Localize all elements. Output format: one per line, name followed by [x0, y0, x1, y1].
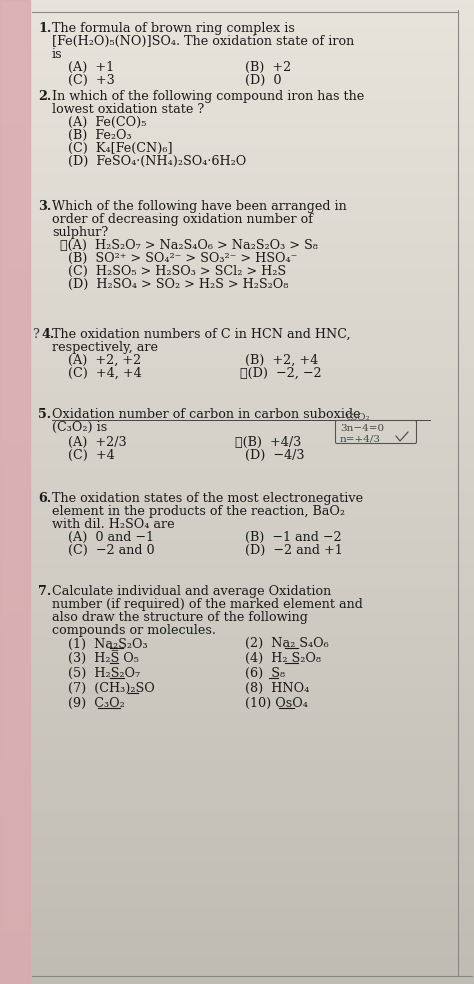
Text: (C)  +3: (C) +3	[68, 74, 115, 87]
Text: 4.: 4.	[42, 328, 55, 341]
Text: ✓(B)  +4/3: ✓(B) +4/3	[235, 436, 301, 449]
Text: 5.: 5.	[38, 408, 51, 421]
Text: 3n−4=0: 3n−4=0	[340, 424, 384, 433]
Text: C₃O₂: C₃O₂	[345, 413, 370, 422]
Text: number (if required) of the marked element and: number (if required) of the marked eleme…	[52, 598, 363, 611]
Text: (C₃O₂) is: (C₃O₂) is	[52, 421, 107, 434]
Text: (B)  −1 and −2: (B) −1 and −2	[245, 531, 342, 544]
Text: (A)  +2, +2: (A) +2, +2	[68, 354, 141, 367]
Text: (D)  0: (D) 0	[245, 74, 282, 87]
Text: Which of the following have been arranged in: Which of the following have been arrange…	[52, 200, 347, 213]
Text: (8)  HNO₄: (8) HNO₄	[245, 682, 309, 695]
Text: (9)  C₃O₂: (9) C₃O₂	[68, 697, 125, 710]
Text: (1)  Na₂̲S₂O₃: (1) Na₂̲S₂O₃	[68, 637, 147, 650]
Text: 7.: 7.	[38, 585, 51, 598]
Text: order of decreasing oxidation number of: order of decreasing oxidation number of	[52, 213, 313, 226]
Text: (B)  SO²⁺ > SO₄²⁻ > SO₃²⁻ > HSO₄⁻: (B) SO²⁺ > SO₄²⁻ > SO₃²⁻ > HSO₄⁻	[68, 252, 297, 265]
Text: (5)  H₂S₂O₇: (5) H₂S₂O₇	[68, 667, 140, 680]
Text: (A)  0 and −1: (A) 0 and −1	[68, 531, 154, 544]
Text: (D)  H₂SO₄ > SO₂ > H₂S > H₂S₂O₈: (D) H₂SO₄ > SO₂ > H₂S > H₂S₂O₈	[68, 278, 288, 291]
Text: n=+4/3: n=+4/3	[340, 434, 381, 443]
Text: 1.: 1.	[38, 22, 51, 35]
Text: (7)  (CH₃)₂SO: (7) (CH₃)₂SO	[68, 682, 155, 695]
Text: (3)  H₂S O₅: (3) H₂S O₅	[68, 652, 139, 665]
Text: (B)  +2, +4: (B) +2, +4	[245, 354, 318, 367]
Text: (C)  +4, +4: (C) +4, +4	[68, 367, 142, 380]
Text: (2)  Na₂ S₄O₆: (2) Na₂ S₄O₆	[245, 637, 329, 650]
Text: ✓(D)  −2, −2: ✓(D) −2, −2	[240, 367, 322, 380]
Text: (C)  K₄[Fe(CN)₆]: (C) K₄[Fe(CN)₆]	[68, 142, 173, 155]
Text: 6.: 6.	[38, 492, 51, 505]
Text: Calculate individual and average Oxidation: Calculate individual and average Oxidati…	[52, 585, 331, 598]
Text: 3.: 3.	[38, 200, 51, 213]
Text: is: is	[52, 48, 63, 61]
Text: The formula of brown ring complex is: The formula of brown ring complex is	[52, 22, 295, 35]
Text: (A)  +1: (A) +1	[68, 61, 114, 74]
Text: (D)  −2 and +1: (D) −2 and +1	[245, 544, 343, 557]
Text: (4)  H₂ S₂O₈: (4) H₂ S₂O₈	[245, 652, 321, 665]
Bar	[0, 0, 30, 984]
Text: (C)  −2 and 0: (C) −2 and 0	[68, 544, 155, 557]
Text: In which of the following compound iron has the: In which of the following compound iron …	[52, 90, 364, 103]
Text: element in the products of the reaction, BaO₂: element in the products of the reaction,…	[52, 505, 345, 518]
Text: (A)  Fe(CO)₅: (A) Fe(CO)₅	[68, 116, 146, 129]
Text: (6)  S₈: (6) S₈	[245, 667, 285, 680]
Text: [Fe(H₂O)₅(NO)]SO₄. The oxidation state of iron: [Fe(H₂O)₅(NO)]SO₄. The oxidation state o…	[52, 35, 354, 48]
Text: 2.: 2.	[38, 90, 51, 103]
Text: also draw the structure of the following: also draw the structure of the following	[52, 611, 308, 624]
Text: (A)  +2/3: (A) +2/3	[68, 436, 127, 449]
Text: (C)  H₂SO₅ > H₂SO₃ > SCl₂ > H₂S: (C) H₂SO₅ > H₂SO₃ > SCl₂ > H₂S	[68, 265, 286, 278]
Text: ?: ?	[32, 328, 39, 341]
Text: (10) OsO₄: (10) OsO₄	[245, 697, 308, 710]
Text: (B)  +2: (B) +2	[245, 61, 291, 74]
Text: (D)  FeSO₄·(NH₄)₂SO₄·6H₂O: (D) FeSO₄·(NH₄)₂SO₄·6H₂O	[68, 155, 246, 168]
Text: The oxidation numbers of C in HCN and HNC,: The oxidation numbers of C in HCN and HN…	[52, 328, 351, 341]
Text: Oxidation number of carbon in carbon suboxide: Oxidation number of carbon in carbon sub…	[52, 408, 361, 421]
Text: compounds or molecules.: compounds or molecules.	[52, 624, 216, 637]
Text: (C)  +4: (C) +4	[68, 449, 115, 462]
Text: The oxidation states of the most electronegative: The oxidation states of the most electro…	[52, 492, 363, 505]
Text: lowest oxidation state ?: lowest oxidation state ?	[52, 103, 204, 116]
Text: ✓(A)  H₂S₂O₇ > Na₂S₄O₆ > Na₂S₂O₃ > S₈: ✓(A) H₂S₂O₇ > Na₂S₄O₆ > Na₂S₂O₃ > S₈	[60, 239, 318, 252]
Text: sulphur?: sulphur?	[52, 226, 108, 239]
Text: (B)  Fe₂O₃: (B) Fe₂O₃	[68, 129, 132, 142]
Text: (D)  −4/3: (D) −4/3	[245, 449, 304, 462]
Text: with dil. H₂SO₄ are: with dil. H₂SO₄ are	[52, 518, 174, 531]
Text: respectively, are: respectively, are	[52, 341, 158, 354]
